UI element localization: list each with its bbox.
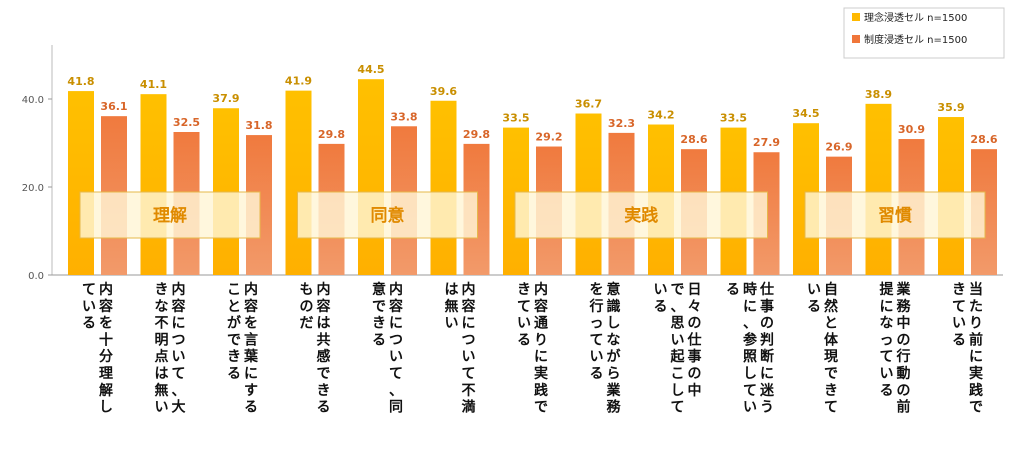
category-label: で、思い起こして [670,282,686,416]
category-label: ものだ [300,282,314,332]
value-label: 41.8 [67,75,94,88]
category-label: 業務中の行動の前 [896,281,912,416]
y-tick-label: 20.0 [22,183,44,194]
bars [68,79,997,276]
value-label: 31.8 [245,119,272,132]
legend-label: 理念浸透セル n=1500 [864,11,967,24]
category-label: は無い [445,282,459,332]
value-label: 28.6 [970,133,997,146]
bar-series0 [140,94,167,275]
bar-series0 [358,79,384,275]
category-label: 内容について、同 [388,281,403,416]
bar-series0 [285,90,312,275]
category-label: 内容通りに実践で [533,281,548,416]
category-label: きている [517,282,531,348]
group-label: 実践 [624,205,658,226]
value-label: 28.6 [680,133,707,146]
category-label: きている [952,282,966,348]
category-label: る [726,282,740,298]
value-label: 29.8 [318,128,345,141]
category-label: いる [654,282,668,315]
group-box [79,191,261,239]
category-label: 意識しながら業務 [606,281,622,416]
value-label: 33.5 [502,112,529,125]
group-box [804,191,986,239]
value-label: 41.1 [140,78,167,91]
value-label: 29.8 [463,128,490,141]
group-label: 理解 [153,205,187,226]
value-label: 26.9 [825,141,852,154]
bar-series0 [865,103,892,275]
group-label: 同意 [371,205,405,226]
y-tick-label: 40.0 [22,95,44,106]
category-label: きな不明点は無い [155,282,169,416]
value-label: 35.9 [937,101,964,114]
value-label: 37.9 [212,92,239,105]
value-label: 33.8 [390,110,417,123]
y-tick-label: 0.0 [28,271,44,282]
value-label: 27.9 [753,136,780,149]
value-label: 39.6 [430,85,457,98]
bar-series0 [430,100,457,275]
value-label: 44.5 [357,63,384,76]
value-label: 29.2 [535,131,562,144]
category-label: 内容を言葉にする [243,281,259,416]
category-label: ている [82,282,96,332]
group-label: 習慣 [878,205,912,226]
value-label: 36.1 [100,100,127,113]
value-label: 33.5 [720,112,747,125]
bar-series0 [68,91,94,275]
category-label: 日々の仕事の中 [687,282,702,399]
legend-label: 制度浸透セル n=1500 [864,33,967,46]
value-label: 38.9 [865,88,892,101]
value-label: 32.3 [608,117,635,130]
category-label: 仕事の判断に迷う [759,281,775,416]
category-label: 内容を十分理解し [98,281,113,416]
category-label: 当たり前に実践で [969,281,983,416]
group-box [514,191,768,239]
value-label: 34.2 [647,109,674,122]
value-label: 32.5 [173,116,200,129]
value-label: 34.5 [792,107,819,120]
category-label: 自然と体現できて [824,281,839,416]
group-boxes: 理解 同意 実践 習慣 [79,191,986,239]
value-label: 36.7 [575,98,602,111]
legend: 理念浸透セル n=1500 制度浸透セル n=1500 [843,7,1005,59]
legend-box [843,7,1005,59]
category-label: ことができる [227,282,242,382]
category-label: 内容は共感できる [316,281,331,416]
category-label: 内容について不満 [461,281,476,416]
value-labels: 41.8 41.1 37.9 41.9 44.5 39.6 33.5 36.7 34.2 33.5… [67,63,997,153]
group-box [297,191,478,239]
legend-swatch [852,13,860,21]
category-label: 内容について、大 [171,281,186,416]
category-label: 意できる [372,281,386,348]
category-label: 提になっている [880,282,895,399]
category-label: 時に、参照してい [743,281,758,416]
value-label: 30.9 [898,123,925,136]
category-label: いる [807,282,821,315]
legend-swatch [852,35,860,43]
category-label: を行っている [589,282,604,382]
value-label: 41.9 [285,75,312,88]
